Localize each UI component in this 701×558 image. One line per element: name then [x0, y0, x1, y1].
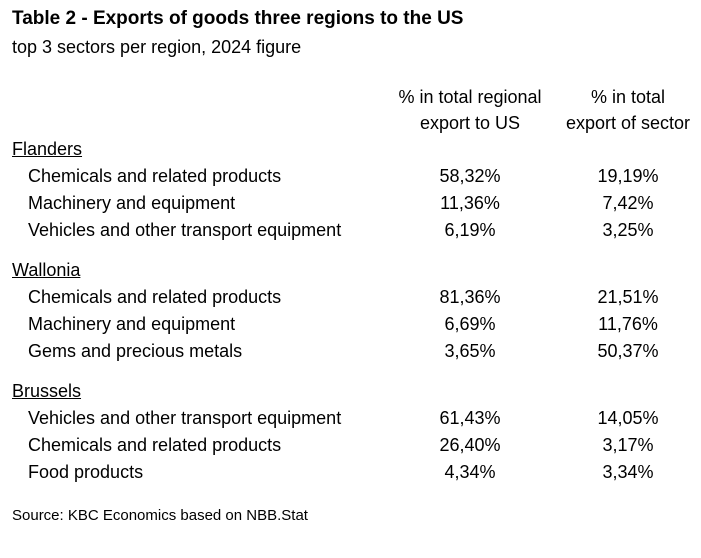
column-header-line: export of sector: [565, 113, 691, 133]
sector-share-value: 3,34%: [602, 462, 654, 482]
table-row: Vehicles and other transport equipment 6…: [0, 217, 701, 244]
regional-share-value: 58,32%: [439, 166, 501, 186]
region-name: Flanders: [12, 139, 83, 159]
sector-label: Vehicles and other transport equipment: [28, 220, 342, 240]
sector-label: Gems and precious metals: [28, 341, 243, 361]
region-group-wallonia: Wallonia Chemicals and related products …: [0, 257, 701, 365]
regional-share-value: 61,43%: [439, 408, 501, 428]
regional-share-value: 3,65%: [444, 341, 496, 361]
region-name: Wallonia: [12, 260, 81, 280]
sector-label: Chemicals and related products: [28, 435, 282, 455]
sector-label: Chemicals and related products: [28, 166, 282, 186]
sector-share-value: 11,76%: [598, 314, 658, 334]
table-row: Chemicals and related products 58,32% 19…: [0, 163, 701, 190]
column-header-line: % in total regional: [398, 87, 542, 107]
region-group-brussels: Brussels Vehicles and other transport eq…: [0, 378, 701, 486]
source-note: Source: KBC Economics based on NBB.Stat: [12, 507, 308, 524]
table-row: Vehicles and other transport equipment 6…: [0, 405, 701, 432]
sector-share-value: 50,37%: [597, 341, 659, 361]
exports-table: Flanders Chemicals and related products …: [0, 136, 701, 499]
table-row: Chemicals and related products 81,36% 21…: [0, 284, 701, 311]
regional-share-value: 81,36%: [439, 287, 501, 307]
regional-share-value: 4,34%: [444, 462, 496, 482]
region-name: Brussels: [12, 381, 82, 401]
sector-label: Food products: [28, 462, 144, 482]
sector-label: Vehicles and other transport equipment: [28, 408, 342, 428]
sector-share-value: 7,42%: [602, 193, 654, 213]
sector-label: Machinery and equipment: [28, 193, 236, 213]
regional-share-value: 11,36%: [440, 193, 500, 213]
sector-share-value: 3,25%: [602, 220, 654, 240]
regional-share-value: 6,69%: [444, 314, 496, 334]
regional-share-value: 26,40%: [439, 435, 501, 455]
column-header-regional-share: % in total regional export to US: [380, 84, 560, 136]
column-header-sector-share: % in total export of sector: [548, 84, 701, 136]
table-row: Gems and precious metals 3,65% 50,37%: [0, 338, 701, 365]
sector-share-value: 3,17%: [602, 435, 654, 455]
column-header-line: export to US: [419, 113, 521, 133]
table-row: Food products 4,34% 3,34%: [0, 459, 701, 486]
sector-label: Machinery and equipment: [28, 314, 236, 334]
sector-share-value: 19,19%: [597, 166, 659, 186]
table-subtitle: top 3 sectors per region, 2024 figure: [12, 37, 302, 57]
sector-label: Chemicals and related products: [28, 287, 282, 307]
table-row: Machinery and equipment 6,69% 11,76%: [0, 311, 701, 338]
table-title: Table 2 - Exports of goods three regions…: [12, 8, 464, 29]
table-row: Chemicals and related products 26,40% 3,…: [0, 432, 701, 459]
region-group-flanders: Flanders Chemicals and related products …: [0, 136, 701, 244]
regional-share-value: 6,19%: [444, 220, 496, 240]
table-row: Machinery and equipment 11,36% 7,42%: [0, 190, 701, 217]
sector-share-value: 21,51%: [597, 287, 659, 307]
sector-share-value: 14,05%: [597, 408, 659, 428]
column-header-line: % in total: [590, 87, 666, 107]
